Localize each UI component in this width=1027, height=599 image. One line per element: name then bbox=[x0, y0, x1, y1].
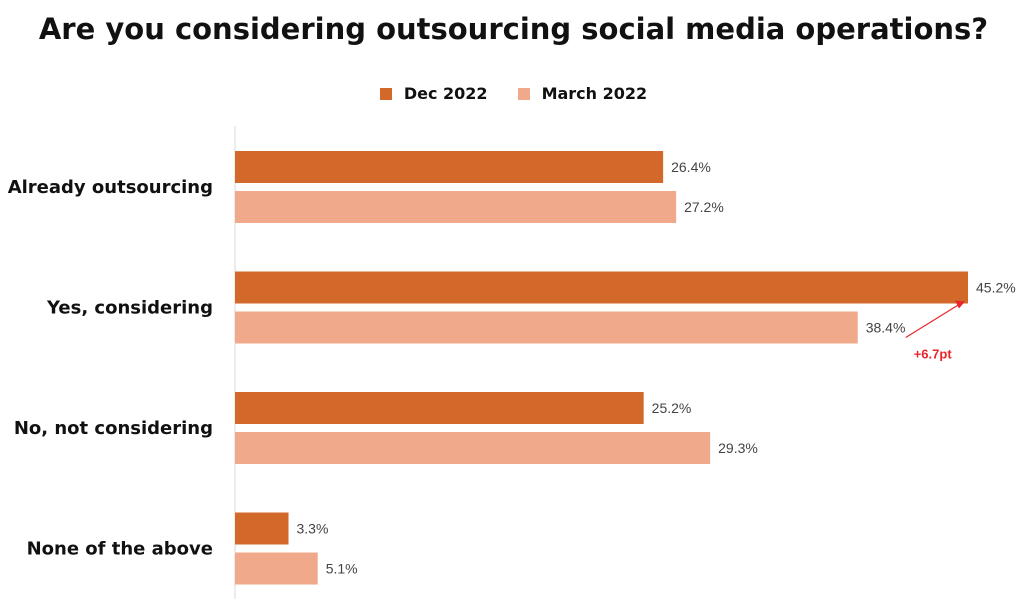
bar-dec-2022-none-of-the-above bbox=[235, 512, 289, 545]
bar-march-2022-yes-considering bbox=[235, 311, 858, 344]
legend-label-dec-2022: Dec 2022 bbox=[403, 84, 488, 103]
legend: Dec 2022 March 2022 bbox=[0, 84, 1027, 103]
legend-swatch-dec-2022 bbox=[379, 87, 392, 100]
category-label-no-not-considering: No, not considering bbox=[14, 418, 213, 439]
bar-dec-2022-no-not-considering bbox=[235, 392, 644, 424]
chart-title: Are you considering outsourcing social m… bbox=[38, 12, 989, 46]
annotation-label: +6.7pt bbox=[914, 347, 953, 362]
bar-dec-2022-already-outsourcing bbox=[235, 151, 664, 183]
annotation-arrowhead bbox=[955, 300, 965, 309]
bar-march-2022-already-outsourcing bbox=[235, 191, 677, 223]
data-label-march-2022-no-not-considering: 29.3% bbox=[718, 440, 758, 456]
data-label-dec-2022-already-outsourcing: 26.4% bbox=[671, 159, 711, 175]
data-label-march-2022-already-outsourcing: 27.2% bbox=[684, 199, 724, 215]
bar-march-2022-no-not-considering bbox=[235, 432, 711, 464]
legend-swatch-march-2022 bbox=[517, 87, 530, 100]
bar-march-2022-none-of-the-above bbox=[235, 552, 318, 585]
legend-label-march-2022: March 2022 bbox=[541, 84, 648, 103]
data-label-dec-2022-no-not-considering: 25.2% bbox=[652, 400, 692, 416]
legend-item-dec-2022: Dec 2022 bbox=[379, 84, 488, 103]
bar-dec-2022-yes-considering bbox=[235, 271, 968, 304]
data-label-march-2022-none-of-the-above: 5.1% bbox=[326, 561, 358, 577]
plot-area: Already outsourcing 26.4% 27.2% Yes, consid… bbox=[8, 151, 1016, 585]
category-label-yes-considering: Yes, considering bbox=[46, 298, 213, 319]
legend-item-march-2022: March 2022 bbox=[517, 84, 648, 103]
data-label-dec-2022-yes-considering: 45.2% bbox=[976, 280, 1016, 296]
category-label-already-outsourcing: Already outsourcing bbox=[8, 177, 213, 198]
data-label-dec-2022-none-of-the-above: 3.3% bbox=[297, 521, 329, 537]
data-label-march-2022-yes-considering: 38.4% bbox=[866, 320, 906, 336]
category-label-none-of-the-above: None of the above bbox=[27, 539, 213, 560]
annotation-arrow bbox=[905, 303, 960, 339]
